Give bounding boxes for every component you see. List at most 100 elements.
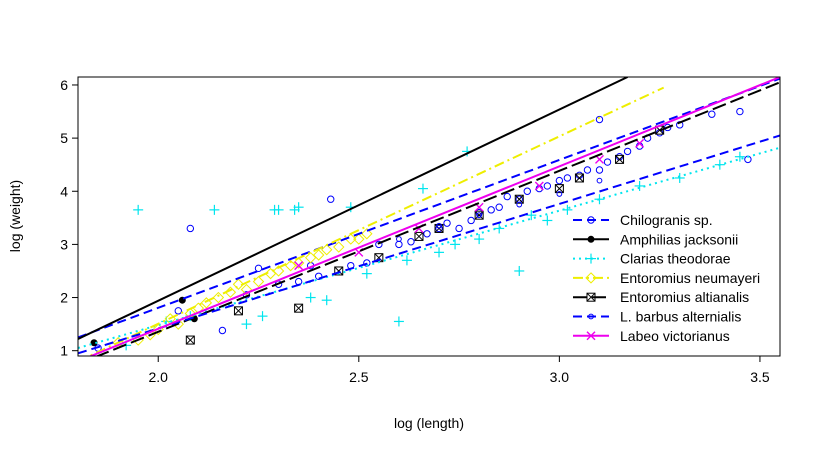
series-0-point: [736, 107, 744, 116]
y-axis-label: log (weight): [7, 180, 23, 252]
legend-item: Clarias theodorae: [573, 251, 731, 267]
legend-marker: [587, 216, 595, 224]
legend-marker: [585, 272, 597, 284]
legend-marker: [587, 235, 595, 243]
y-tick-label: 5: [60, 130, 68, 146]
series-1-fit-line: [78, 77, 628, 340]
legend-item: Entoromius altianalis: [573, 289, 749, 305]
series-3-point: [292, 257, 305, 269]
series-0-point: [523, 187, 531, 195]
series-3-point: [252, 275, 265, 288]
series-2-point: [289, 204, 300, 215]
series-5-point: [436, 222, 442, 229]
series-5-point: [396, 236, 402, 242]
series-5-point: [516, 201, 523, 208]
series-2-point: [634, 180, 645, 191]
series-0-point: [435, 224, 443, 233]
series-4-fit-line: [95, 81, 780, 356]
y-tick-label: 1: [60, 343, 68, 359]
series-0-point: [595, 166, 604, 174]
series-2-point: [734, 151, 745, 162]
legend-marker: [586, 292, 596, 302]
series-2-point: [273, 204, 284, 215]
series-4-point: [615, 154, 625, 164]
series-0-point: [314, 272, 323, 280]
series-0-point: [583, 166, 592, 174]
series-3-point: [240, 283, 253, 296]
series-2-point: [305, 292, 316, 303]
series-3-point: [232, 278, 245, 290]
series-3-point: [200, 297, 213, 309]
x-axis-label: log (length): [394, 415, 464, 431]
series-2-point: [361, 268, 372, 279]
series-3-point: [272, 265, 285, 277]
series-0-point: [174, 307, 182, 315]
legend-marker: [586, 253, 596, 264]
x-tick-label: 2.5: [349, 369, 369, 385]
series-2-point: [417, 183, 428, 194]
x-tick-label: 3.0: [550, 369, 570, 385]
series-0-point: [186, 224, 195, 233]
series-0-fit-line: [78, 77, 780, 339]
legend-item: Amphilias jacksonii: [573, 231, 738, 247]
y-tick-label: 3: [60, 236, 68, 252]
series-0-point: [708, 110, 716, 118]
legend-label: Labeo victorianus: [620, 328, 730, 344]
legend-item: Chilogranis sp.: [573, 212, 713, 228]
y-tick-label: 2: [60, 290, 68, 306]
series-2-point: [293, 202, 304, 213]
series-6-point: [534, 181, 544, 191]
series-0-point: [503, 192, 511, 201]
series-2-point: [133, 204, 144, 215]
y-tick-label: 4: [60, 183, 68, 199]
series-3-point: [321, 244, 333, 256]
series-0-point: [603, 158, 612, 166]
series-0-point: [487, 206, 495, 214]
series-0-point: [495, 203, 503, 211]
series-0-point: [595, 115, 604, 124]
series-2-point: [674, 172, 685, 183]
series-0-point: [327, 195, 335, 203]
x-tick-label: 2.0: [148, 369, 168, 385]
axes: 2.0 2.5 3.0 3.5 1 2 3 4 5 6: [60, 77, 770, 385]
series-3-fit-line: [87, 86, 665, 356]
series-4-point: [554, 184, 564, 194]
series-2-point: [474, 234, 485, 245]
series-2-point: [542, 215, 553, 226]
legend-label: Clarias theodorae: [620, 251, 731, 267]
series-2-point: [241, 319, 252, 330]
series-3-point: [312, 249, 325, 261]
series-5-point: [556, 191, 563, 197]
series-0-point: [218, 326, 227, 335]
series-5-point: [476, 212, 483, 219]
series-4-point: [474, 210, 484, 220]
series-0-point: [623, 147, 632, 156]
series-0-point: [663, 123, 672, 132]
x-tick-label: 3.5: [750, 369, 770, 385]
series-0-point: [443, 219, 451, 227]
series-2-point: [209, 204, 220, 215]
series-6-point: [294, 261, 304, 271]
series-0-point: [407, 238, 415, 246]
legend-item: Entoromius neumayeri: [573, 270, 760, 286]
series-2-point: [594, 194, 605, 205]
series-4-point: [294, 303, 304, 313]
series-0-point: [543, 182, 552, 190]
series-4-point: [414, 231, 424, 241]
legend: Chilogranis sp. Amphilias jacksonii Claria…: [573, 212, 760, 344]
legend-label: Entoromius altianalis: [620, 289, 749, 305]
y-tick-label: 6: [60, 77, 68, 93]
series-0-point: [395, 240, 403, 249]
series-6-fit-line: [88, 77, 780, 356]
series-3-point: [361, 228, 373, 240]
series-2-point: [393, 316, 404, 327]
legend-marker: [586, 331, 596, 341]
legend-item: Labeo victorianus: [573, 328, 730, 344]
series-0-point: [423, 230, 431, 238]
series-4-point: [514, 194, 524, 204]
series-3-point: [212, 291, 225, 304]
series-4-point: [233, 306, 243, 316]
legend-item: L. barbus alternialis: [573, 309, 741, 325]
